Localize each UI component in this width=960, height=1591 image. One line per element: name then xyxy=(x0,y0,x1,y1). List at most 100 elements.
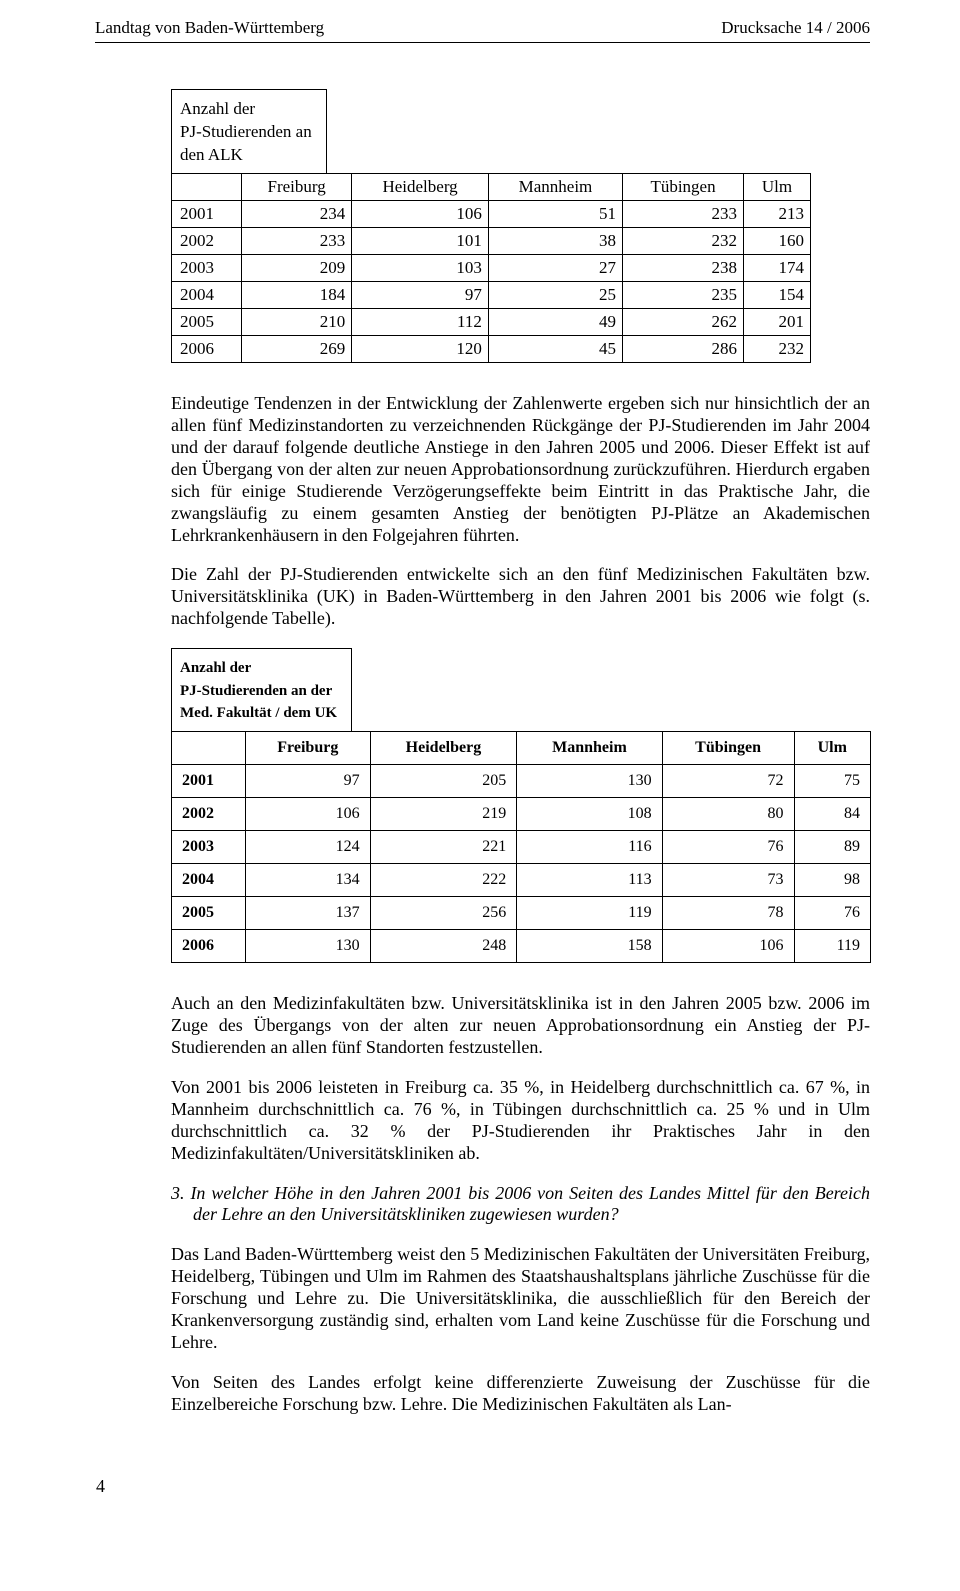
table-header: Ulm xyxy=(744,173,811,200)
table-row: 200320910327238174 xyxy=(172,254,811,281)
table-cell-year: 2004 xyxy=(172,281,242,308)
table-uk: Anzahl der PJ-Studierenden an der Med. F… xyxy=(171,648,870,963)
table-cell: 98 xyxy=(794,863,871,896)
table-alk-title-l2: PJ-Studierenden an xyxy=(180,121,312,144)
table-cell: 38 xyxy=(488,227,622,254)
table-header: Mannheim xyxy=(517,731,662,764)
table-cell: 119 xyxy=(794,929,871,962)
table-cell: 124 xyxy=(246,830,371,863)
table-row: 20041342221137398 xyxy=(172,863,871,896)
table-row: 20031242211167689 xyxy=(172,830,871,863)
table-cell: 27 xyxy=(488,254,622,281)
table-cell: 76 xyxy=(662,830,794,863)
table-cell: 106 xyxy=(662,929,794,962)
table-header: Freiburg xyxy=(246,731,371,764)
table-cell: 89 xyxy=(794,830,871,863)
table-cell-year: 2003 xyxy=(172,830,246,863)
page-number: 4 xyxy=(96,1476,870,1497)
paragraph-1: Eindeutige Tendenzen in der Entwicklung … xyxy=(171,393,870,547)
table-cell: 184 xyxy=(242,281,352,308)
paragraph-4: Von 2001 bis 2006 leisteten in Freiburg … xyxy=(171,1077,870,1165)
table-header: Freiburg xyxy=(242,173,352,200)
table-cell: 174 xyxy=(744,254,811,281)
table-cell-year: 2004 xyxy=(172,863,246,896)
table-header: Ulm xyxy=(794,731,871,764)
table-cell-year: 2006 xyxy=(172,335,242,362)
table-cell: 45 xyxy=(488,335,622,362)
table-cell: 120 xyxy=(352,335,489,362)
table-cell: 158 xyxy=(517,929,662,962)
table-row: 200521011249262201 xyxy=(172,308,811,335)
paragraph-5: Das Land Baden-Württemberg weist den 5 M… xyxy=(171,1244,870,1354)
table-cell: 106 xyxy=(352,200,489,227)
table-cell: 103 xyxy=(352,254,489,281)
table-cell: 73 xyxy=(662,863,794,896)
table-cell: 286 xyxy=(623,335,744,362)
table-row: 20051372561197876 xyxy=(172,896,871,929)
table-row: 20021062191088084 xyxy=(172,797,871,830)
table-cell: 113 xyxy=(517,863,662,896)
page-header: Landtag von Baden-Württemberg Drucksache… xyxy=(95,18,870,43)
table-cell: 262 xyxy=(623,308,744,335)
table-cell: 130 xyxy=(246,929,371,962)
table-cell: 51 xyxy=(488,200,622,227)
question-3: 3. In welcher Höhe in den Jahren 2001 bi… xyxy=(171,1183,870,1227)
paragraph-2: Die Zahl der PJ-Studierenden entwickelte… xyxy=(171,564,870,630)
table-uk-grid: FreiburgHeidelbergMannheimTübingenUlm200… xyxy=(171,731,871,963)
table-alk-title-l3: den ALK xyxy=(180,144,312,167)
table-alk-title-l1: Anzahl der xyxy=(180,98,312,121)
table-cell: 213 xyxy=(744,200,811,227)
table-cell: 256 xyxy=(370,896,517,929)
table-header: Heidelberg xyxy=(352,173,489,200)
table-cell: 84 xyxy=(794,797,871,830)
paragraph-3: Auch an den Medizinfakultäten bzw. Unive… xyxy=(171,993,870,1059)
table-cell: 76 xyxy=(794,896,871,929)
table-cell: 108 xyxy=(517,797,662,830)
table-uk-title: Anzahl der PJ-Studierenden an der Med. F… xyxy=(171,648,352,731)
table-cell: 78 xyxy=(662,896,794,929)
table-cell: 106 xyxy=(246,797,371,830)
table-cell: 97 xyxy=(352,281,489,308)
table-cell: 233 xyxy=(242,227,352,254)
table-cell: 248 xyxy=(370,929,517,962)
table-cell: 238 xyxy=(623,254,744,281)
table-cell: 232 xyxy=(744,335,811,362)
table-cell: 205 xyxy=(370,764,517,797)
table-cell: 112 xyxy=(352,308,489,335)
table-header: Heidelberg xyxy=(370,731,517,764)
header-left: Landtag von Baden-Württemberg xyxy=(95,18,324,38)
table-cell: 72 xyxy=(662,764,794,797)
table-cell: 134 xyxy=(246,863,371,896)
table-cell: 25 xyxy=(488,281,622,308)
table-row: 20041849725235154 xyxy=(172,281,811,308)
table-cell-year: 2001 xyxy=(172,200,242,227)
table-uk-title-l1: Anzahl der xyxy=(180,657,337,680)
table-cell-year: 2005 xyxy=(172,896,246,929)
table-cell: 232 xyxy=(623,227,744,254)
table-cell: 101 xyxy=(352,227,489,254)
table-cell: 80 xyxy=(662,797,794,830)
table-cell: 234 xyxy=(242,200,352,227)
table-cell: 233 xyxy=(623,200,744,227)
table-cell: 269 xyxy=(242,335,352,362)
table-cell: 75 xyxy=(794,764,871,797)
table-row: 200626912045286232 xyxy=(172,335,811,362)
table-cell: 219 xyxy=(370,797,517,830)
table-uk-title-l3: Med. Fakultät / dem UK xyxy=(180,702,337,725)
table-row: 2006130248158106119 xyxy=(172,929,871,962)
table-header: Tübingen xyxy=(662,731,794,764)
table-alk: Anzahl der PJ-Studierenden an den ALK Fr… xyxy=(171,89,870,363)
table-cell-year: 2001 xyxy=(172,764,246,797)
table-cell: 97 xyxy=(246,764,371,797)
table-cell: 154 xyxy=(744,281,811,308)
table-cell xyxy=(172,731,246,764)
table-header: Mannheim xyxy=(488,173,622,200)
table-cell xyxy=(172,173,242,200)
header-right: Drucksache 14 / 2006 xyxy=(721,18,870,38)
table-cell: 137 xyxy=(246,896,371,929)
table-cell: 130 xyxy=(517,764,662,797)
table-cell: 119 xyxy=(517,896,662,929)
table-cell: 209 xyxy=(242,254,352,281)
table-row: 2001972051307275 xyxy=(172,764,871,797)
table-cell-year: 2006 xyxy=(172,929,246,962)
